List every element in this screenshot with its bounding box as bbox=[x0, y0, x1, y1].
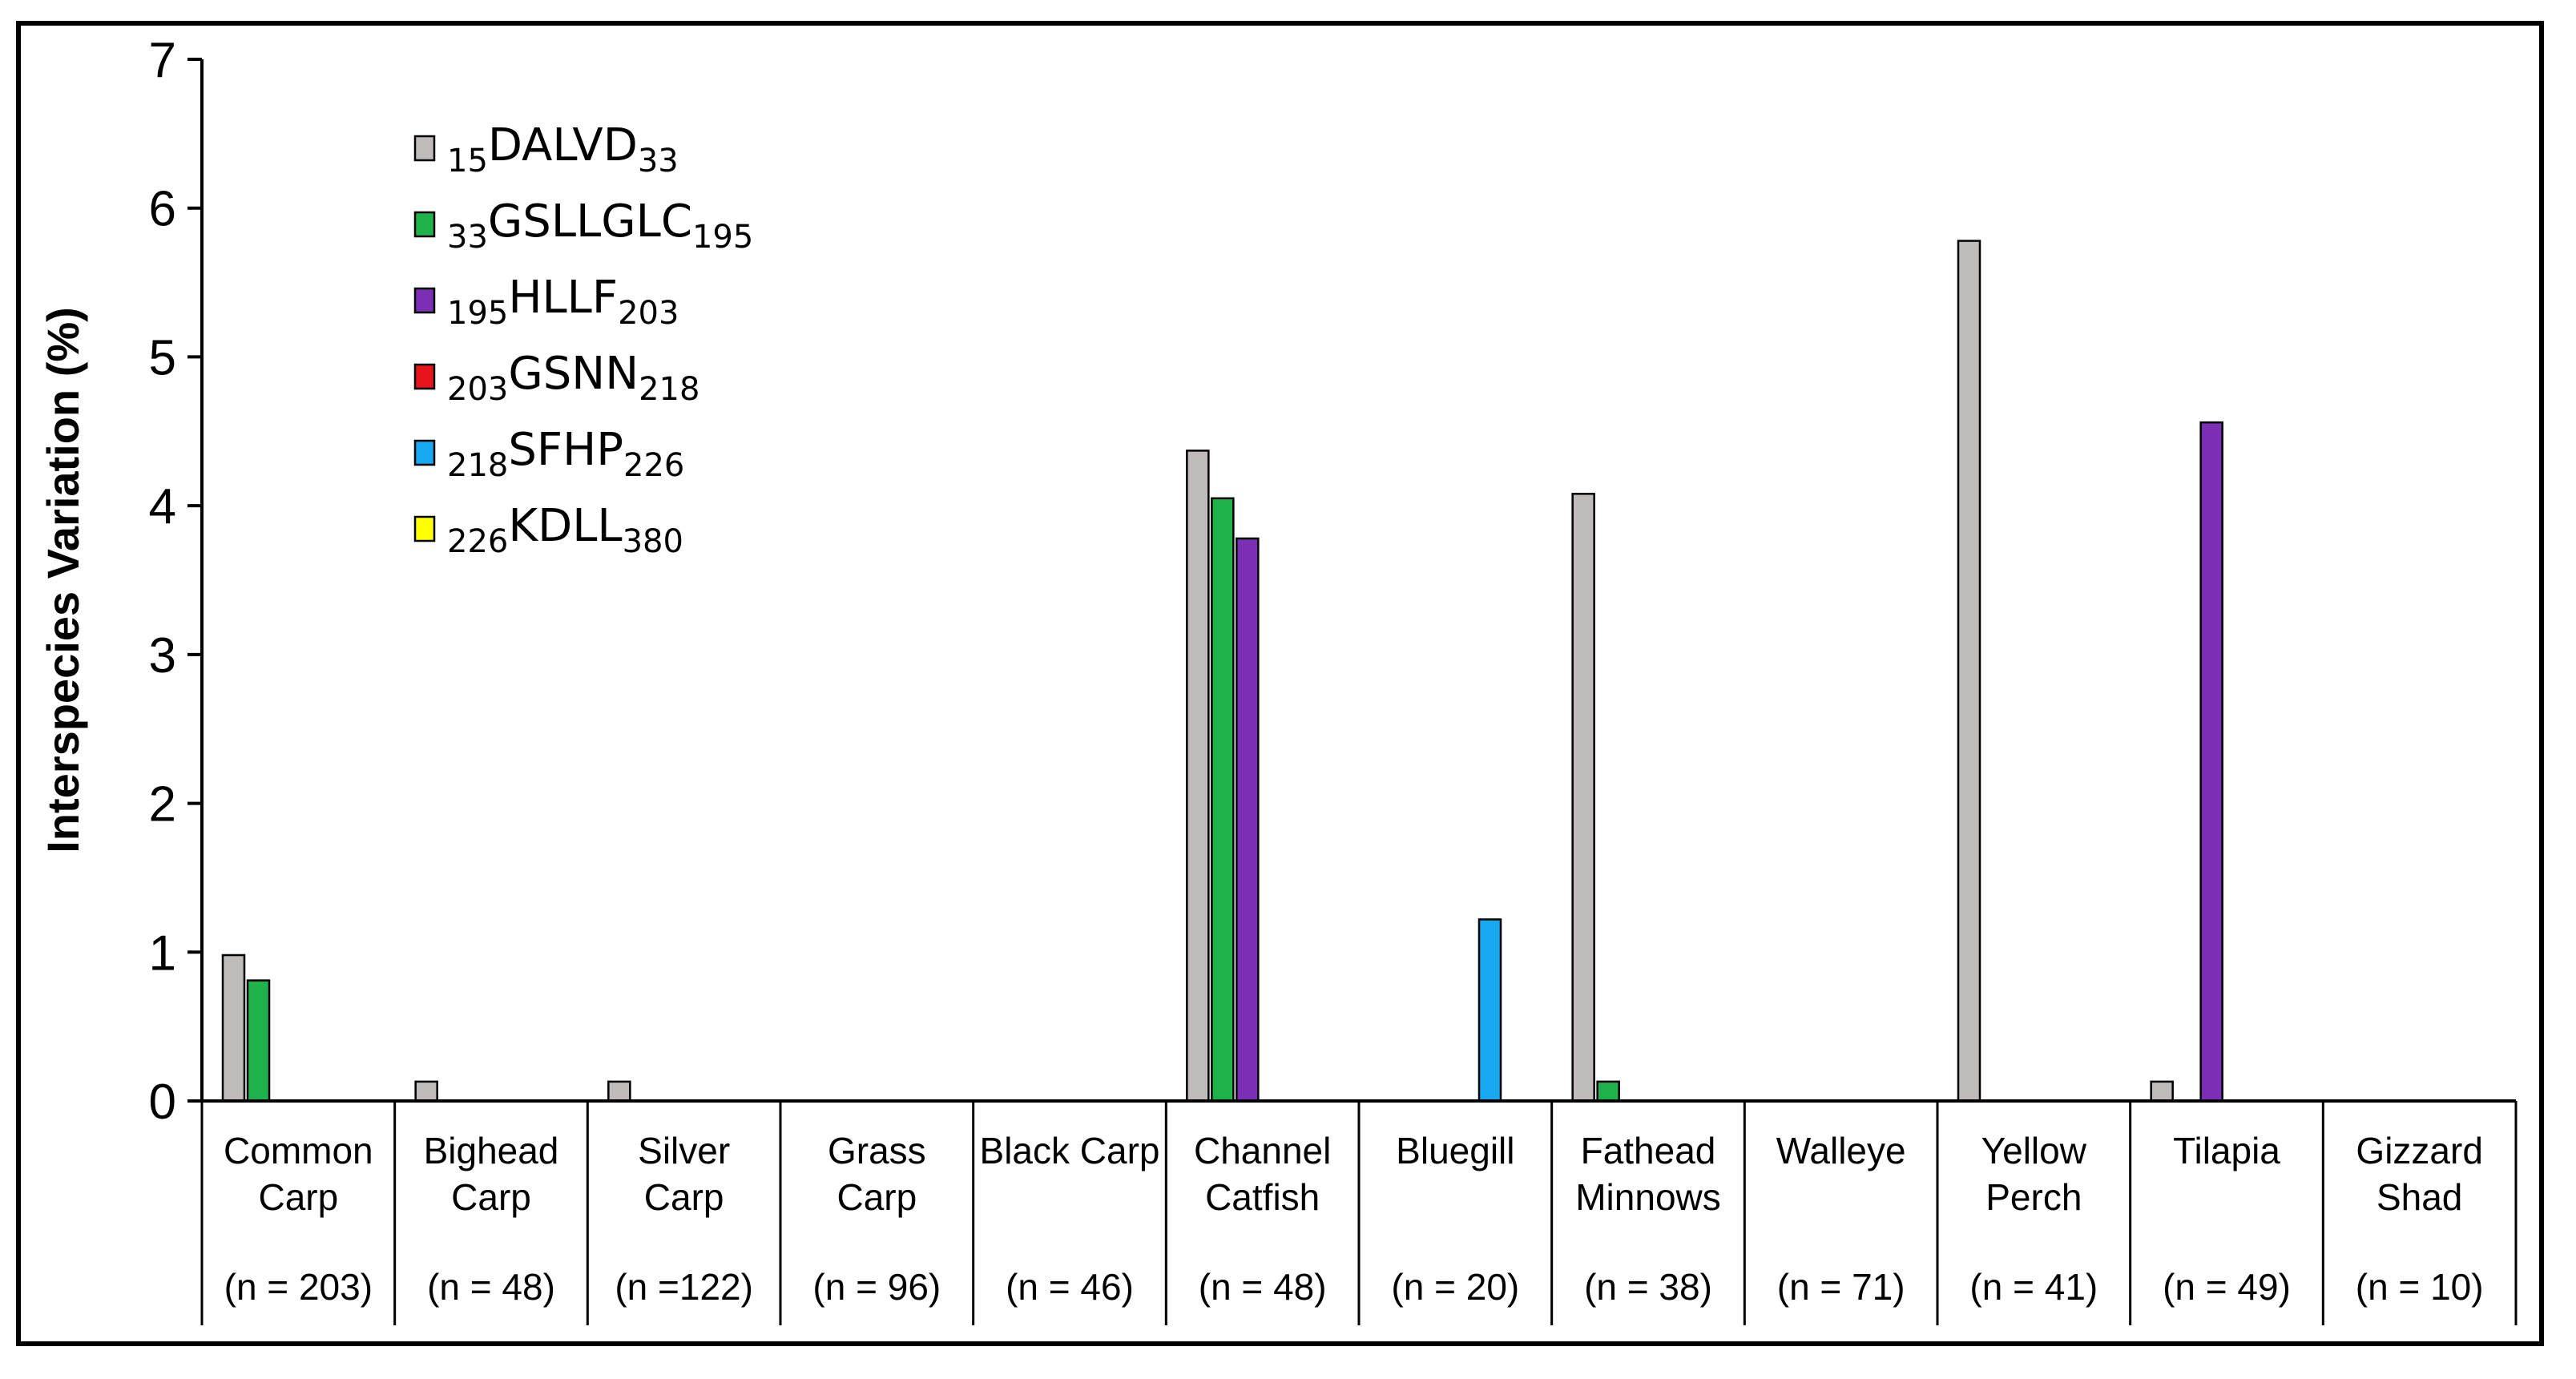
category-label: Catfish bbox=[1205, 1176, 1320, 1218]
legend: 15DALVD3333GSLLGLC195195HLLF203203GSNN21… bbox=[413, 119, 753, 560]
legend-label: 218SFHP226 bbox=[447, 424, 684, 484]
category-n-label: (n =122) bbox=[615, 1266, 753, 1308]
y-axis-label: Interspecies Variation (%) bbox=[38, 307, 88, 853]
bar bbox=[1211, 497, 1235, 1103]
bar bbox=[607, 1080, 631, 1103]
category-n-label: (n = 46) bbox=[1006, 1266, 1134, 1308]
category-n-label: (n = 48) bbox=[1199, 1266, 1327, 1308]
category-label: Carp bbox=[451, 1176, 531, 1218]
bar-chart: 0 1 2 3 4 5 6 7 Common Carp (n = 203) Bighead Carp (n… bbox=[38, 33, 2518, 1325]
bar bbox=[1957, 240, 1981, 1103]
category-n-label: (n = 48) bbox=[427, 1266, 555, 1308]
category-label: Fathead bbox=[1581, 1130, 1716, 1171]
bar bbox=[1596, 1080, 1620, 1103]
legend-subscript: 195 bbox=[447, 295, 508, 332]
category-n-label: (n = 96) bbox=[812, 1266, 941, 1308]
legend-subscript: 33 bbox=[447, 219, 488, 256]
category-n-label: (n = 20) bbox=[1391, 1266, 1519, 1308]
legend-label: 15DALVD33 bbox=[447, 119, 679, 179]
bar bbox=[1571, 493, 1595, 1103]
category-label: Common bbox=[224, 1130, 373, 1171]
y-tick-label: 6 bbox=[149, 182, 176, 237]
bar bbox=[414, 1080, 438, 1103]
bar bbox=[246, 979, 271, 1103]
category-n-label: (n = 203) bbox=[224, 1266, 373, 1308]
y-tick-label: 1 bbox=[149, 925, 176, 981]
category-label: Gizzard bbox=[2356, 1130, 2482, 1171]
category-n-label: (n = 10) bbox=[2356, 1266, 2484, 1308]
category-label: Bluegill bbox=[1396, 1130, 1514, 1171]
category-label: Channel bbox=[1194, 1130, 1331, 1171]
category-label: Silver bbox=[638, 1130, 730, 1171]
legend-label: 195HLLF203 bbox=[447, 272, 679, 332]
legend-subscript: 226 bbox=[623, 447, 684, 484]
legend-name: HLLF bbox=[508, 272, 618, 324]
category-n-label: (n = 41) bbox=[1969, 1266, 2098, 1308]
y-tick-label: 3 bbox=[149, 628, 176, 683]
category-label: Tilapia bbox=[2173, 1130, 2280, 1171]
category-label: Perch bbox=[1985, 1176, 2082, 1218]
category-label: Grass bbox=[828, 1130, 926, 1171]
chart-frame: 0 1 2 3 4 5 6 7 Common Carp (n = 203) Bighead Carp (n… bbox=[16, 21, 2544, 1346]
legend-swatch bbox=[413, 439, 436, 466]
category-label: Carp bbox=[644, 1176, 724, 1218]
category-label: Carp bbox=[258, 1176, 338, 1218]
y-tick-label: 2 bbox=[149, 777, 176, 833]
legend-subscript: 218 bbox=[447, 447, 508, 484]
category-label: Yellow bbox=[1981, 1130, 2087, 1171]
bar bbox=[1236, 537, 1260, 1103]
y-tick-label: 4 bbox=[149, 479, 176, 534]
bar bbox=[2150, 1080, 2174, 1103]
category-label: Carp bbox=[836, 1176, 917, 1218]
bar bbox=[2199, 421, 2223, 1103]
legend-subscript: 203 bbox=[447, 371, 508, 408]
legend-subscript: 195 bbox=[692, 219, 753, 256]
legend-subscript: 226 bbox=[447, 523, 508, 560]
legend-name: SFHP bbox=[508, 424, 623, 476]
legend-swatch bbox=[413, 287, 436, 314]
legend-label: 226KDLL380 bbox=[447, 500, 683, 560]
category-n-label: (n = 49) bbox=[2163, 1266, 2291, 1308]
legend-name: GSNN bbox=[508, 348, 639, 400]
category-label: Walleye bbox=[1776, 1130, 1906, 1171]
bar bbox=[1477, 918, 1502, 1103]
category-n-label: (n = 71) bbox=[1777, 1266, 1905, 1308]
legend-name: KDLL bbox=[508, 500, 622, 552]
category-label: Minnows bbox=[1575, 1176, 1721, 1218]
legend-subscript: 380 bbox=[623, 523, 683, 560]
legend-subscript: 203 bbox=[618, 295, 679, 332]
legend-swatch bbox=[413, 135, 436, 162]
y-tick-label: 7 bbox=[149, 33, 176, 88]
category-n-label: (n = 38) bbox=[1584, 1266, 1712, 1308]
legend-swatch bbox=[413, 211, 436, 238]
bar bbox=[221, 954, 246, 1103]
bar bbox=[1186, 450, 1210, 1103]
legend-label: 203GSNN218 bbox=[447, 348, 699, 408]
legend-swatch bbox=[413, 363, 436, 390]
category-label: Bighead bbox=[424, 1130, 559, 1171]
y-tick-label: 5 bbox=[149, 330, 176, 385]
axes-layer: 0 1 2 3 4 5 6 7 Common Carp (n = 203) Bighead Carp (n… bbox=[149, 33, 2518, 1325]
y-tick-label: 0 bbox=[149, 1075, 176, 1130]
legend-subscript: 218 bbox=[639, 371, 699, 408]
legend-subscript: 15 bbox=[447, 143, 488, 179]
legend-label: 33GSLLGLC195 bbox=[447, 196, 753, 256]
legend-name: GSLLGLC bbox=[488, 196, 692, 248]
legend-subscript: 33 bbox=[638, 143, 679, 179]
category-label: Shad bbox=[2376, 1176, 2462, 1218]
category-label: Black Carp bbox=[980, 1130, 1160, 1171]
legend-name: DALVD bbox=[488, 119, 638, 171]
legend-swatch bbox=[413, 515, 436, 542]
